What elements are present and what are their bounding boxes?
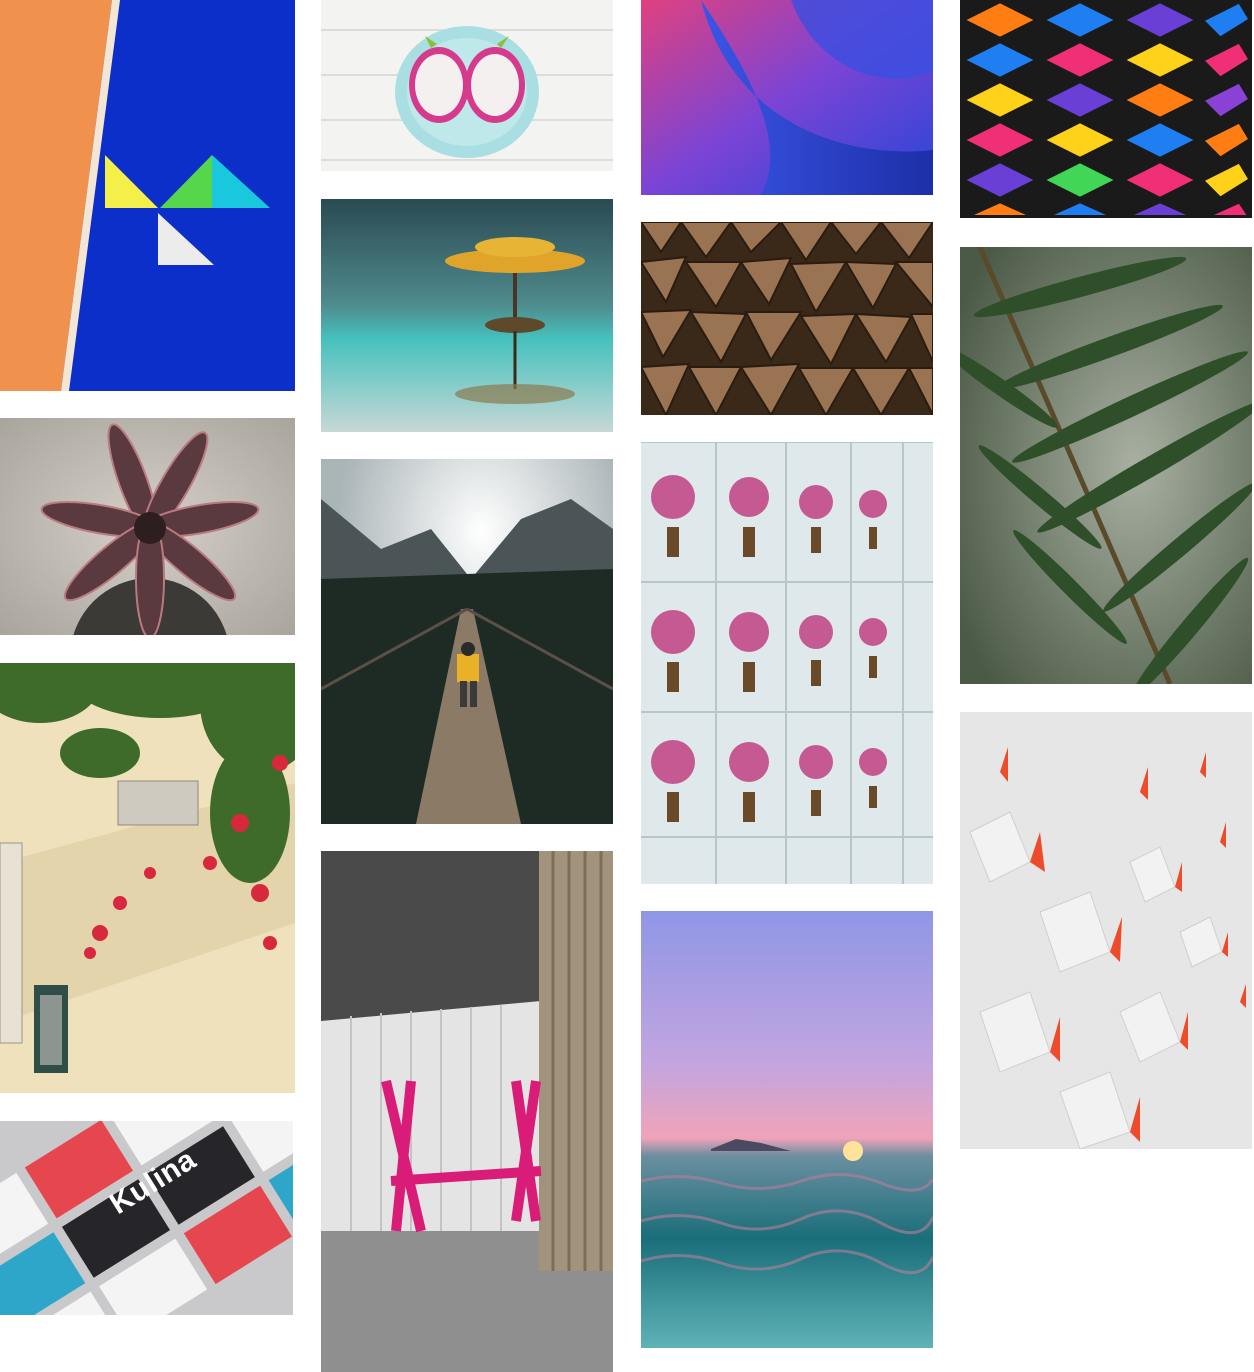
image-icon (0, 0, 295, 391)
image-icon (0, 418, 295, 635)
image-icon (641, 222, 933, 415)
photo-pink-bench[interactable] (321, 851, 613, 1372)
image-icon (321, 0, 613, 171)
image-icon (0, 1121, 293, 1315)
image-icon (960, 247, 1252, 684)
photo-dragon-fruit[interactable] (321, 0, 613, 171)
image-icon (0, 663, 295, 1093)
photo-geometric-mural[interactable] (0, 0, 295, 391)
image-icon (960, 0, 1252, 218)
image-icon (321, 459, 613, 824)
image-icon (641, 442, 933, 884)
photo-succulent[interactable] (0, 418, 295, 635)
image-icon (960, 712, 1252, 1149)
photo-abstract-curves[interactable] (641, 0, 933, 195)
photo-ocean-sunset[interactable] (641, 911, 933, 1348)
image-icon (321, 199, 613, 432)
photo-firewood[interactable] (641, 222, 933, 415)
photo-kulina-mockup[interactable]: Kulina (0, 1121, 293, 1315)
photo-origami-wall[interactable] (960, 712, 1252, 1149)
photo-lake-tree[interactable] (321, 199, 613, 432)
photo-suspension-bridge[interactable] (321, 459, 613, 824)
image-icon (641, 0, 933, 195)
photo-floral-tiles[interactable] (641, 442, 933, 884)
photo-bougainvillea-wall[interactable] (0, 663, 295, 1093)
image-icon (641, 911, 933, 1348)
photo-palm-leaves[interactable] (960, 247, 1252, 684)
photo-colorful-cubes[interactable] (960, 0, 1252, 218)
image-icon (321, 851, 613, 1372)
